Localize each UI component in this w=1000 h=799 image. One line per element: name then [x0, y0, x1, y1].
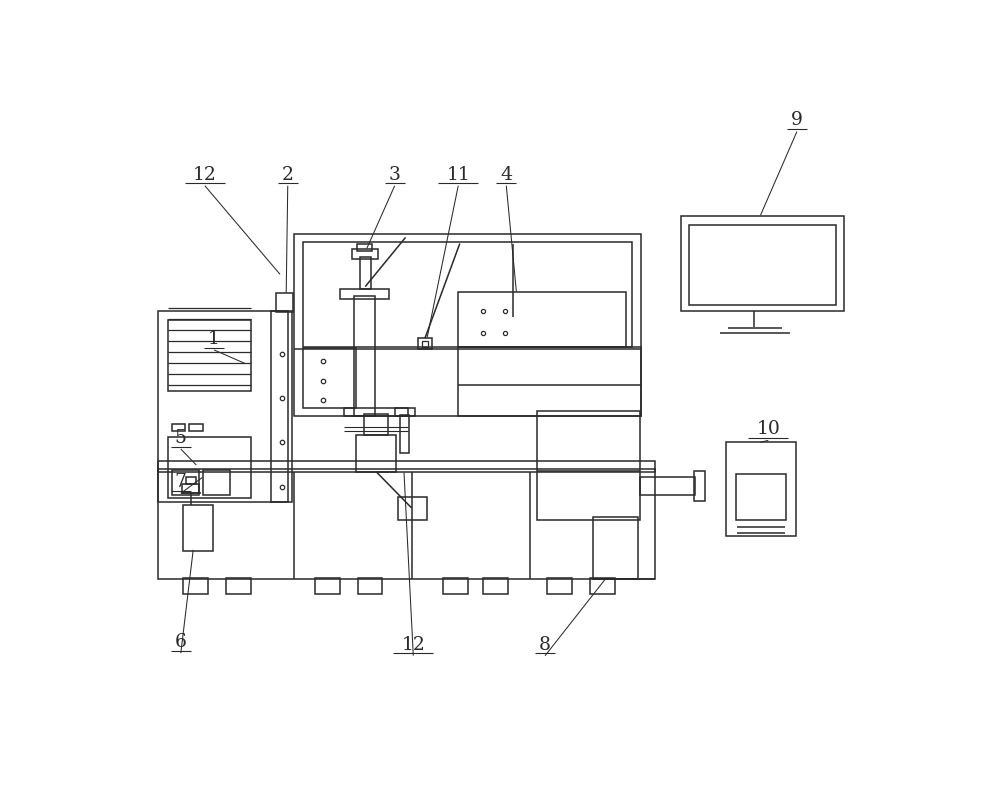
- Text: 2: 2: [282, 165, 294, 184]
- Bar: [226, 578, 251, 594]
- Text: 3: 3: [389, 165, 401, 184]
- Bar: [303, 242, 632, 347]
- Bar: [189, 423, 203, 431]
- Bar: [186, 477, 196, 484]
- Bar: [400, 415, 409, 453]
- Bar: [593, 517, 638, 578]
- Bar: [202, 470, 230, 495]
- Bar: [726, 443, 796, 536]
- Bar: [172, 423, 185, 431]
- Bar: [158, 469, 655, 578]
- Text: 12: 12: [401, 636, 425, 654]
- Bar: [736, 475, 786, 520]
- Bar: [315, 578, 340, 594]
- Bar: [364, 414, 388, 435]
- Bar: [276, 292, 293, 312]
- Bar: [344, 408, 408, 415]
- Bar: [395, 408, 415, 415]
- Bar: [168, 320, 251, 392]
- Bar: [183, 578, 208, 594]
- Bar: [689, 225, 836, 305]
- Text: 6: 6: [175, 633, 187, 651]
- Bar: [352, 249, 378, 259]
- Bar: [360, 257, 371, 289]
- Bar: [458, 292, 626, 347]
- Bar: [398, 497, 427, 520]
- Bar: [354, 296, 375, 415]
- Bar: [158, 461, 655, 472]
- Bar: [443, 578, 468, 594]
- Bar: [182, 484, 199, 493]
- Bar: [357, 244, 372, 251]
- Text: 1: 1: [208, 330, 220, 348]
- Bar: [168, 437, 251, 499]
- Bar: [640, 477, 695, 495]
- Bar: [458, 347, 641, 415]
- Text: 10: 10: [756, 420, 780, 439]
- Bar: [271, 311, 292, 502]
- Bar: [681, 216, 844, 311]
- Text: 4: 4: [500, 165, 512, 184]
- Bar: [537, 411, 640, 520]
- Text: 12: 12: [193, 165, 217, 184]
- Bar: [158, 311, 288, 502]
- Text: 5: 5: [175, 429, 187, 447]
- Bar: [183, 505, 213, 551]
- Bar: [340, 289, 389, 299]
- Bar: [303, 348, 356, 408]
- Bar: [547, 578, 572, 594]
- Bar: [356, 435, 396, 472]
- Bar: [483, 578, 508, 594]
- Bar: [172, 470, 199, 495]
- Bar: [590, 578, 615, 594]
- Text: 9: 9: [791, 112, 803, 129]
- Text: 11: 11: [446, 165, 470, 184]
- Bar: [294, 234, 641, 415]
- Text: 7: 7: [175, 473, 187, 491]
- Text: 8: 8: [539, 636, 551, 654]
- Bar: [358, 578, 382, 594]
- Bar: [418, 338, 432, 349]
- Bar: [694, 471, 705, 501]
